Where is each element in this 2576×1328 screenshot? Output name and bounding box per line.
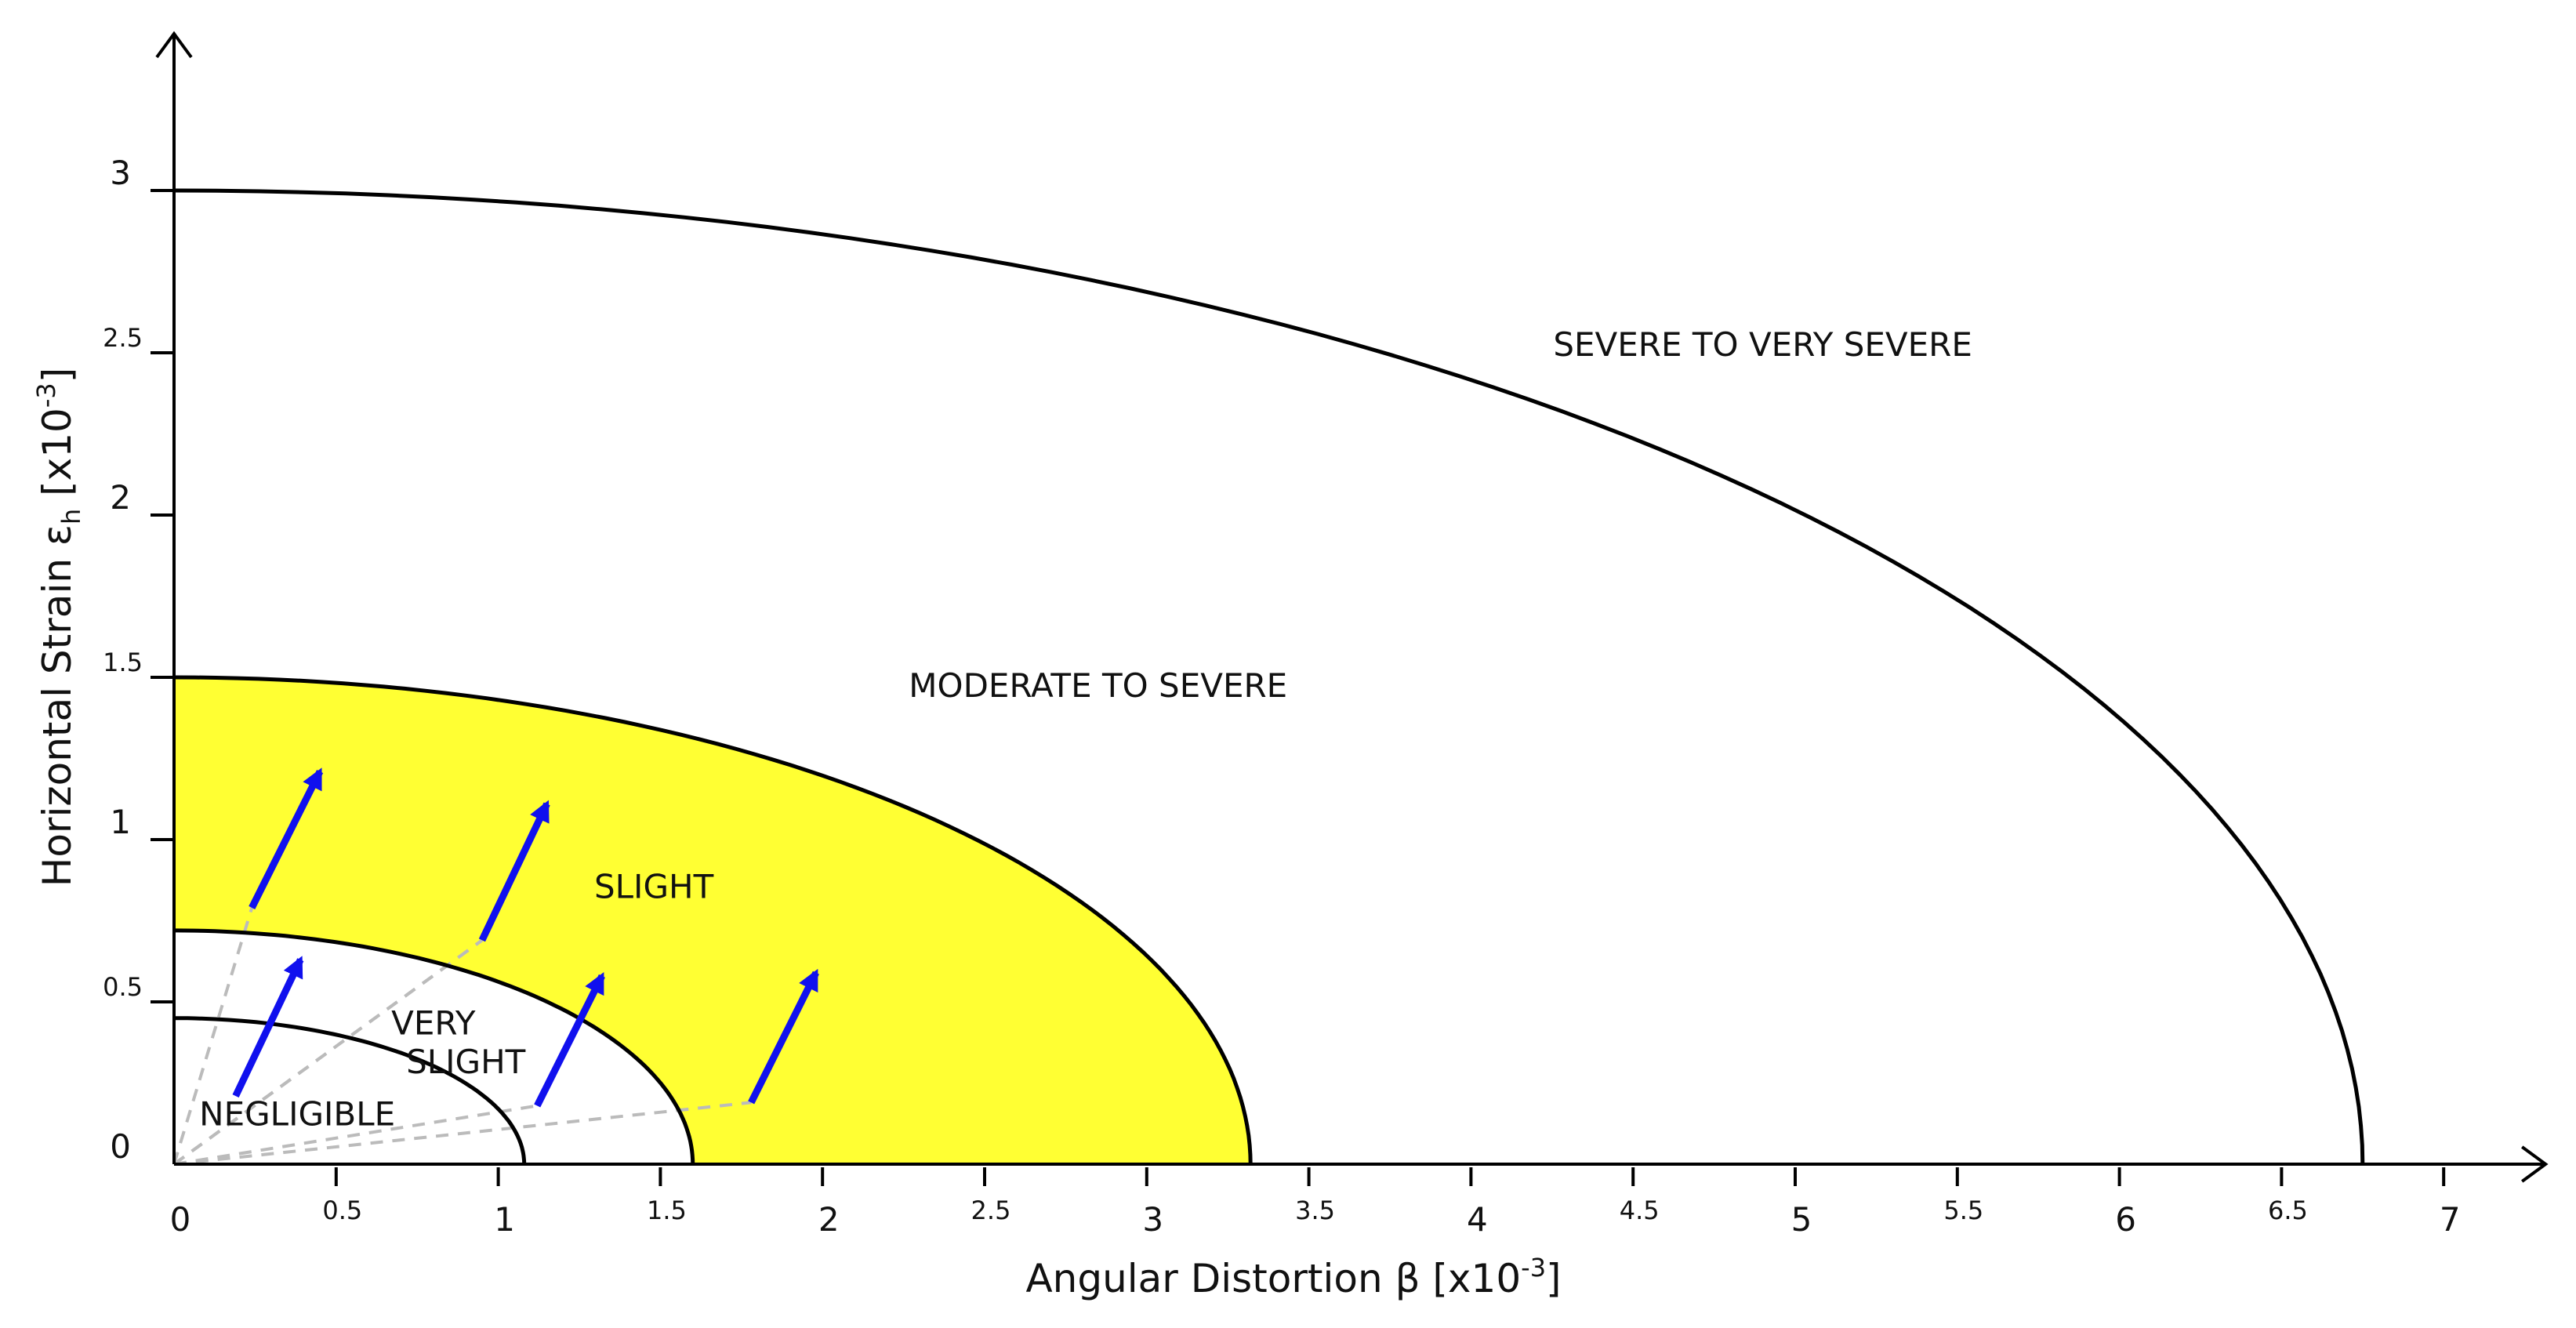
y-tick-label-0-5: 0.5 xyxy=(103,972,143,1002)
blue-arrow-2 xyxy=(478,800,550,942)
y-axis-arrowhead xyxy=(155,31,193,59)
blue-arrow-3 xyxy=(232,956,304,1098)
x-tick-label-6-5: 6.5 xyxy=(2268,1196,2308,1225)
boundary-negligible-limit xyxy=(174,1016,527,1165)
zone-label-moderate-to-severe-5: MODERATE TO SEVERE xyxy=(909,666,1287,705)
x-tick-label-3: 3 xyxy=(1142,1200,1163,1239)
slight-zone-fill-layer xyxy=(174,677,1251,1164)
y-axis-title-main: Horizontal Strain ε xyxy=(34,524,80,887)
zone-label-slight-4: SLIGHT xyxy=(594,868,714,906)
x-tick-label-2: 2 xyxy=(818,1200,840,1239)
x-tick-label-1: 1 xyxy=(494,1200,515,1239)
x-axis-title: Angular Distortion β [x10-3] xyxy=(1025,1253,1561,1301)
y-tick-label-1: 1 xyxy=(110,803,131,841)
boundary-very-slight-limit xyxy=(173,928,695,1165)
y-axis-title-end: ] xyxy=(34,368,80,383)
x-tick-label-4: 4 xyxy=(1467,1200,1488,1239)
x-tick-label-2-5: 2.5 xyxy=(971,1196,1011,1225)
y-tick-label-3: 3 xyxy=(110,154,131,192)
x-tick-label-1-5: 1.5 xyxy=(647,1196,687,1225)
x-tick-label-7: 7 xyxy=(2440,1200,2461,1239)
x-tick-label-3-5: 3.5 xyxy=(1295,1196,1335,1225)
axes-layer: 0 0.5 1 1.5 2 2.5 3 3.5 4 4.5 5 5.5 6 6.5 7 0 0.5 1 1.5 2 2.… xyxy=(103,31,2549,1239)
dashed-ray-1 xyxy=(172,907,254,1165)
x-tick-label-5: 5 xyxy=(1791,1200,1812,1239)
x-axis-title-sup: -3 xyxy=(1521,1253,1546,1283)
boundary-moderate-limit xyxy=(173,188,2365,1165)
dashed-ray-3 xyxy=(172,938,484,1166)
x-axis-title-end: ] xyxy=(1546,1256,1562,1301)
slight-zone-fill xyxy=(174,677,1251,1164)
y-axis-title-sup: -3 xyxy=(31,383,61,408)
x-tick-label-0-5: 0.5 xyxy=(322,1196,362,1225)
boundary-curves-layer xyxy=(173,188,2365,1165)
x-tick-label-0: 0 xyxy=(170,1200,191,1239)
arrows-layer xyxy=(232,767,819,1108)
y-tick-label-1-5: 1.5 xyxy=(103,648,143,677)
x-tick-label-4-5: 4.5 xyxy=(1620,1196,1660,1225)
dashed-ray-4 xyxy=(173,1101,752,1166)
dashed-ray-5 xyxy=(173,1104,538,1166)
blue-arrow-1 xyxy=(249,767,324,909)
y-axis-title-sub: h xyxy=(56,509,86,524)
zone-label-negligible-1: NEGLIGIBLE xyxy=(199,1094,395,1133)
blue-arrow-5 xyxy=(748,968,819,1105)
y-tick-label-2-5: 2.5 xyxy=(103,323,143,353)
x-tick-label-6: 6 xyxy=(2115,1200,2136,1239)
blue-arrow-4 xyxy=(534,972,605,1108)
y-axis-title-mid: [x10 xyxy=(34,408,80,509)
x-axis-title-main: Angular Distortion β [x10 xyxy=(1025,1256,1521,1301)
x-tick-label-5-5: 5.5 xyxy=(1943,1196,1983,1225)
zone-label-slight-3: SLIGHT xyxy=(406,1043,526,1081)
zone-label-very-2: VERY xyxy=(391,1003,476,1042)
zone-label-severe-to-very-severe-6: SEVERE TO VERY SEVERE xyxy=(1553,325,1972,364)
y-tick-label-0: 0 xyxy=(110,1127,131,1166)
y-axis-title: Horizontal Strain εh [x10-3] xyxy=(31,368,86,887)
x-axis-arrowhead xyxy=(2521,1145,2549,1183)
dashed-rays-layer xyxy=(172,907,752,1166)
boundary-slight-limit xyxy=(173,675,1253,1165)
y-tick-label-2: 2 xyxy=(110,478,131,517)
